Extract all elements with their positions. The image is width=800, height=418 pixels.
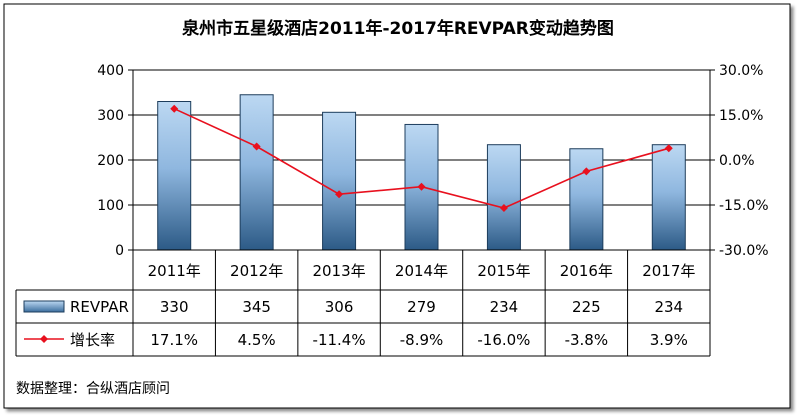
y-right-tick-label: -15.0% bbox=[719, 198, 769, 214]
table-cell-revpar: 330 bbox=[160, 298, 189, 316]
chart-title: 泉州市五星级酒店2011年-2017年REVPAR变动趋势图 bbox=[181, 18, 614, 39]
legend-label-revpar: REVPAR bbox=[70, 298, 129, 316]
y-right-tick-label: 0.0% bbox=[719, 153, 755, 169]
x-category-label: 2015年 bbox=[477, 262, 530, 280]
line-series-growth bbox=[170, 104, 673, 212]
line-growth-point-0 bbox=[170, 104, 179, 113]
table-cell-revpar: 234 bbox=[654, 298, 683, 316]
bar-revpar-5 bbox=[569, 148, 604, 251]
y-left-tick-label: 0 bbox=[115, 243, 124, 259]
y-left-tick-label: 300 bbox=[97, 108, 124, 124]
y-left-tick-label: 100 bbox=[97, 198, 124, 214]
data-table: 2011年 2012年 2013年 2014年 2015年 2016年 2017年 REVPA… bbox=[15, 249, 711, 357]
table-cell-growth: -8.9% bbox=[400, 331, 444, 349]
bar-revpar-6 bbox=[651, 144, 686, 251]
table-cell-revpar: 306 bbox=[325, 298, 354, 316]
table-cell-growth: -16.0% bbox=[477, 331, 530, 349]
line-growth-point-1 bbox=[252, 142, 261, 151]
bar-series-revpar bbox=[157, 94, 686, 251]
x-category-label: 2012年 bbox=[230, 262, 283, 280]
table-cell-revpar: 345 bbox=[242, 298, 271, 316]
x-category-label: 2011年 bbox=[148, 262, 201, 280]
x-category-label: 2017年 bbox=[642, 262, 695, 280]
table-cell-growth: 4.5% bbox=[238, 331, 276, 349]
line-growth-point-2 bbox=[335, 190, 344, 199]
bar-revpar-4 bbox=[486, 144, 521, 251]
y-right-tick-label: -30.0% bbox=[719, 243, 769, 259]
x-category-label: 2014年 bbox=[395, 262, 448, 280]
table-cell-growth: -3.8% bbox=[565, 331, 609, 349]
table-cell-revpar: 234 bbox=[490, 298, 519, 316]
y-right-tick-label: 30.0% bbox=[719, 63, 763, 79]
y-left-tick-label: 400 bbox=[97, 63, 124, 79]
line-growth-point-3 bbox=[417, 182, 426, 191]
table-cell-growth: -11.4% bbox=[313, 331, 366, 349]
bar-revpar-1 bbox=[239, 94, 274, 251]
y-axis-right: -30.0% -15.0% 0.0% 15.0% 30.0% bbox=[710, 63, 769, 259]
line-growth-point-6 bbox=[664, 144, 673, 153]
line-growth-point-5 bbox=[582, 167, 591, 176]
table-cell-revpar: 225 bbox=[572, 298, 601, 316]
line-growth-point-4 bbox=[499, 204, 508, 212]
x-category-label: 2016年 bbox=[560, 262, 613, 280]
table-cell-growth: 3.9% bbox=[650, 331, 688, 349]
legend-swatch-revpar bbox=[23, 300, 65, 313]
bar-revpar-2 bbox=[322, 111, 357, 251]
y-right-tick-label: 15.0% bbox=[719, 108, 763, 124]
y-axis-left: 0 100 200 300 400 bbox=[97, 63, 133, 259]
table-cell-revpar: 279 bbox=[407, 298, 436, 316]
x-category-label: 2013年 bbox=[312, 262, 365, 280]
source-note: 数据整理：合纵酒店顾问 bbox=[16, 381, 170, 397]
legend-swatch-growth-marker bbox=[40, 335, 48, 343]
bar-revpar-0 bbox=[157, 101, 192, 251]
legend-label-growth: 增长率 bbox=[70, 331, 115, 349]
y-left-tick-label: 200 bbox=[97, 153, 124, 169]
table-cell-growth: 17.1% bbox=[150, 331, 198, 349]
